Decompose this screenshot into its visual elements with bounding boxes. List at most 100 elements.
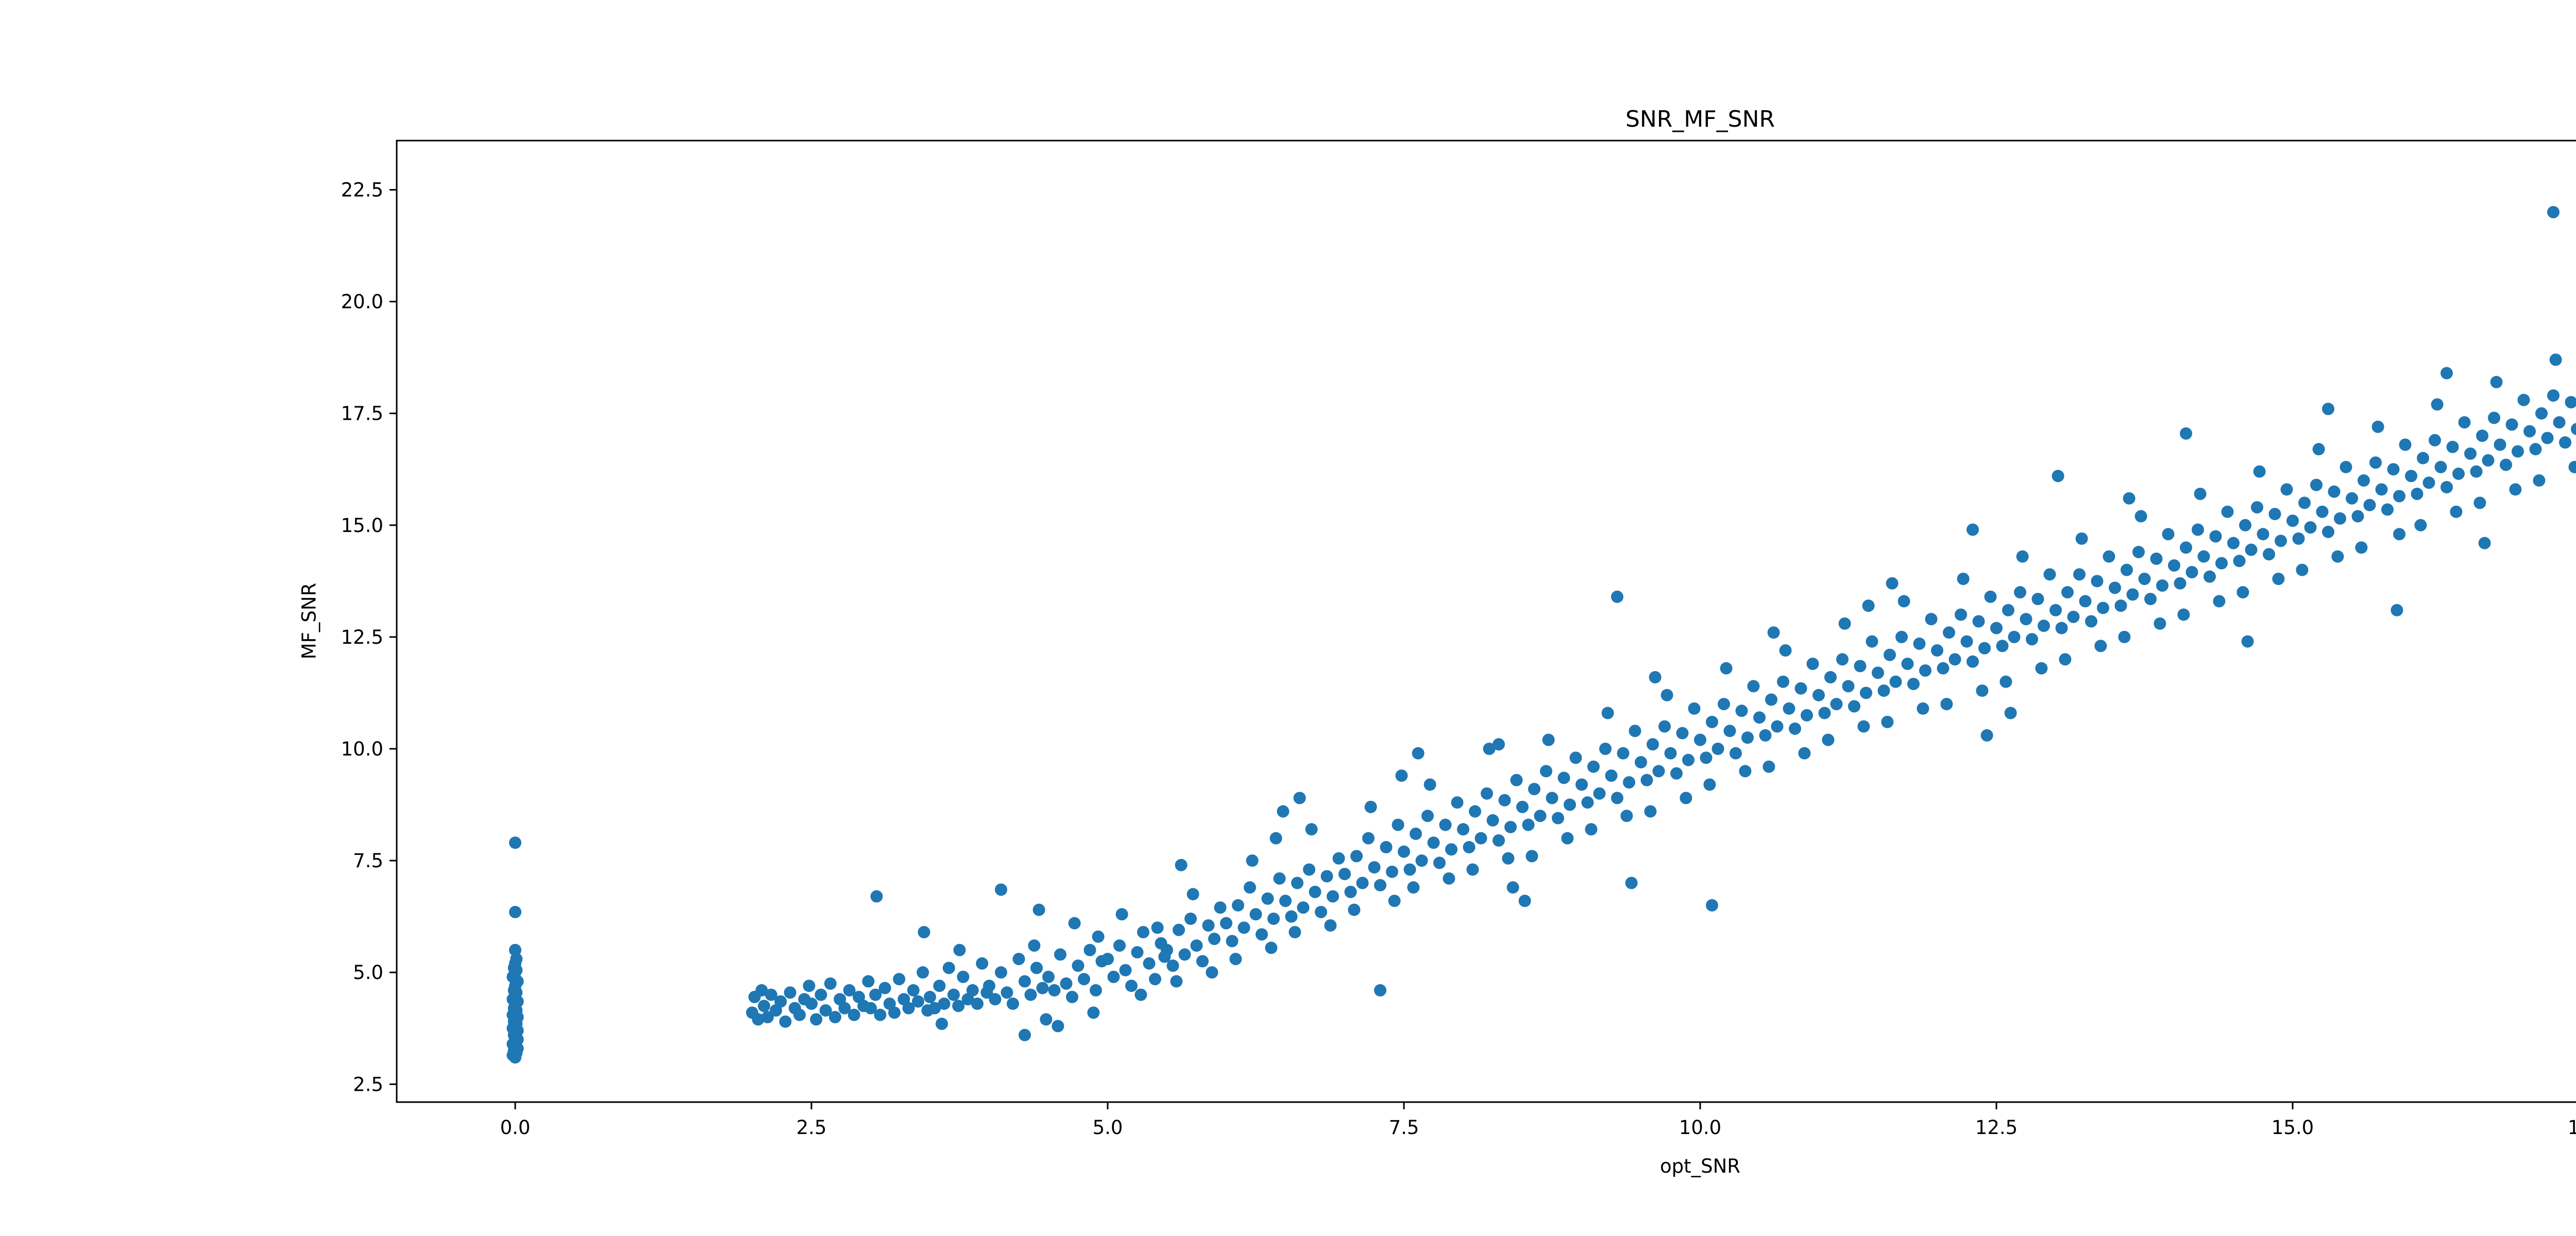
data-point [1534,810,1547,822]
data-point [1779,644,1792,657]
data-point [2298,496,2311,509]
data-point [1166,959,1179,972]
data-point [1493,834,1505,847]
data-point [1315,905,1327,918]
data-point [1001,986,1013,999]
data-point [1682,753,1694,766]
data-point [2322,403,2334,416]
data-point [878,982,891,994]
data-point [928,1002,941,1015]
data-point [2094,640,2107,653]
data-point [509,905,521,918]
data-point [2441,480,2453,493]
data-point [1658,720,1671,733]
data-point [1161,943,1173,956]
data-point [1765,693,1777,706]
data-point [2075,532,2088,545]
data-point [1999,675,2012,688]
data-point [2399,438,2412,451]
data-point [2355,541,2368,554]
x-tick-label: 17.5 [2568,1117,2576,1139]
data-point [1925,613,1938,626]
data-point [2174,577,2187,590]
data-point [1990,622,2003,634]
data-point [1931,644,1943,657]
data-point [1362,832,1375,845]
data-point [2331,550,2344,563]
data-point [2286,514,2299,527]
data-point [2565,396,2576,408]
data-point [2322,525,2334,538]
data-point [2431,398,2444,411]
data-point [1640,774,1653,786]
data-point [2227,537,2240,550]
data-point [1125,980,1138,992]
x-tick-label: 10.0 [1679,1117,1721,1139]
data-point [1676,727,1689,740]
data-point [2026,633,2038,646]
data-point [2446,440,2459,453]
data-point [1030,962,1043,974]
data-point [1706,715,1718,728]
y-tick-label: 17.5 [341,403,383,425]
data-point [1427,836,1440,849]
data-point [2221,505,2234,518]
data-point [1877,684,1890,697]
data-point [1700,751,1713,764]
y-tick-label: 12.5 [341,626,383,648]
data-point [1273,872,1286,885]
data-point [1137,926,1149,939]
data-point [1664,747,1677,760]
data-point [2213,595,2226,608]
data-point [2079,595,2092,608]
data-point [2328,485,2341,498]
data-point [1718,698,1730,711]
data-point [2280,483,2293,496]
data-point [2241,635,2254,648]
data-point [1380,841,1393,854]
data-point [2008,630,2021,643]
data-point [888,1006,901,1019]
data-point [1113,939,1126,952]
data-point [1789,722,1801,735]
data-point [2571,423,2576,435]
data-point [1943,626,1955,639]
data-point [2121,563,2133,576]
y-tick-label: 2.5 [353,1073,383,1095]
data-point [1526,850,1538,863]
data-point [1644,805,1657,818]
data-point [2263,548,2275,561]
data-points [506,205,2576,1064]
data-point [803,980,816,992]
data-point [1131,946,1144,959]
data-point [1019,975,1031,988]
x-tick-label: 5.0 [1093,1117,1123,1139]
data-point [1680,792,1692,804]
data-point [1848,700,1860,713]
data-point [1838,617,1851,630]
data-point [1688,702,1701,715]
y-axis-label: MF_SNR [298,582,320,660]
data-point [1451,796,1464,809]
data-point [2452,467,2465,480]
y-tick-label: 20.0 [341,291,383,313]
data-point [755,984,768,997]
data-point [2340,460,2352,473]
data-point [805,997,818,1010]
data-point [2209,530,2222,543]
data-point [874,1008,887,1021]
data-point [2049,604,2062,616]
data-point [1652,765,1665,778]
data-point [2031,593,2044,606]
data-point [1617,747,1630,760]
data-point [1309,885,1321,898]
data-point [1498,794,1511,806]
data-point [1202,919,1215,932]
data-point [1777,675,1789,688]
data-point [1475,832,1487,845]
data-point [2464,447,2477,460]
data-point [976,957,989,970]
data-point [2257,528,2269,541]
data-point [2253,465,2266,478]
